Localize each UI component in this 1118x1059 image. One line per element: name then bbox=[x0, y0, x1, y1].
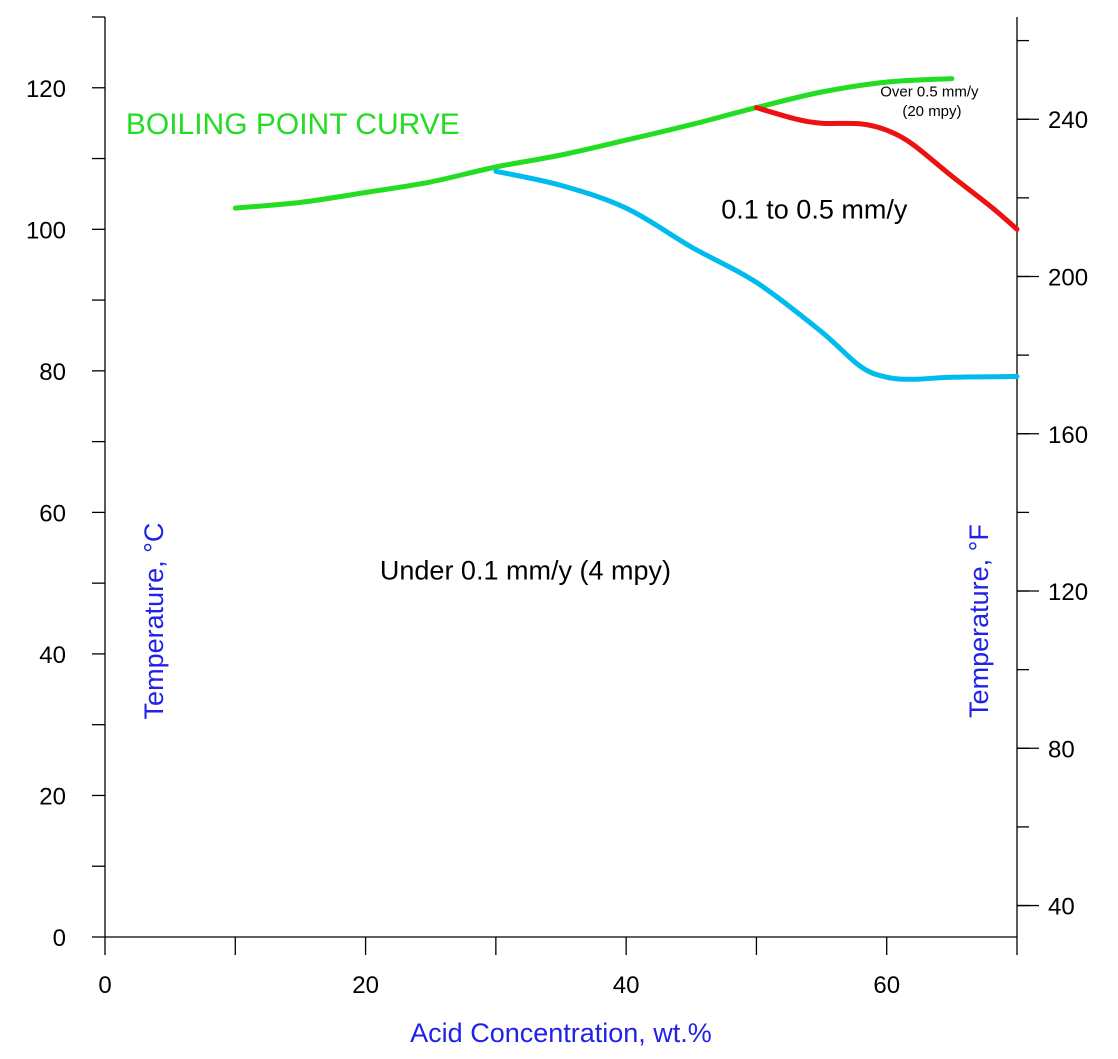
ticks: 0 20 40 60 0 20 40 60 80 100 120 40 80 120 160 200 240 bbox=[26, 16, 1088, 999]
series-group bbox=[232, 76, 1020, 382]
y2-tick-label: 160 bbox=[1048, 422, 1088, 449]
annotations: BOILING POINT CURVE 0.1 to 0.5 mm/y Under … bbox=[126, 83, 979, 585]
y-tick-label: 120 bbox=[26, 76, 66, 103]
y2-axis-title: Temperature, °F bbox=[964, 524, 994, 718]
x-axis-title: Acid Concentration, wt.% bbox=[410, 1018, 712, 1048]
series-line-boiling-point-curve bbox=[232, 76, 955, 211]
y2-tick-label: 80 bbox=[1048, 736, 1075, 763]
annotation-label: Under 0.1 mm/y (4 mpy) bbox=[380, 556, 671, 586]
y-tick-label: 40 bbox=[39, 642, 66, 669]
y-tick-label: 60 bbox=[39, 500, 66, 527]
annotation-label: BOILING POINT CURVE bbox=[126, 108, 460, 141]
y-tick-label: 20 bbox=[39, 783, 66, 810]
y2-tick-label: 120 bbox=[1048, 579, 1088, 606]
y2-tick-label: 40 bbox=[1048, 894, 1075, 921]
x-tick-label: 60 bbox=[873, 972, 900, 999]
annotation-label: 0.1 to 0.5 mm/y bbox=[721, 195, 908, 225]
y-tick-label: 100 bbox=[26, 217, 66, 244]
annotation-label: (20 mpy) bbox=[902, 103, 961, 120]
x-tick-label: 20 bbox=[352, 972, 379, 999]
series-line-cyan-isocorrosion-line bbox=[493, 168, 1020, 382]
annotation-label: Over 0.5 mm/y bbox=[880, 83, 979, 100]
y-tick-label: 80 bbox=[39, 359, 66, 386]
series-line-red-isocorrosion-line bbox=[753, 105, 1020, 232]
y2-tick-label: 240 bbox=[1048, 107, 1088, 134]
x-tick-label: 40 bbox=[613, 972, 640, 999]
y-axis-title: Temperature, °C bbox=[139, 523, 169, 720]
axes bbox=[104, 17, 1018, 938]
x-tick-label: 0 bbox=[98, 972, 111, 999]
y-tick-label: 0 bbox=[53, 925, 66, 952]
y2-tick-label: 200 bbox=[1048, 264, 1088, 291]
